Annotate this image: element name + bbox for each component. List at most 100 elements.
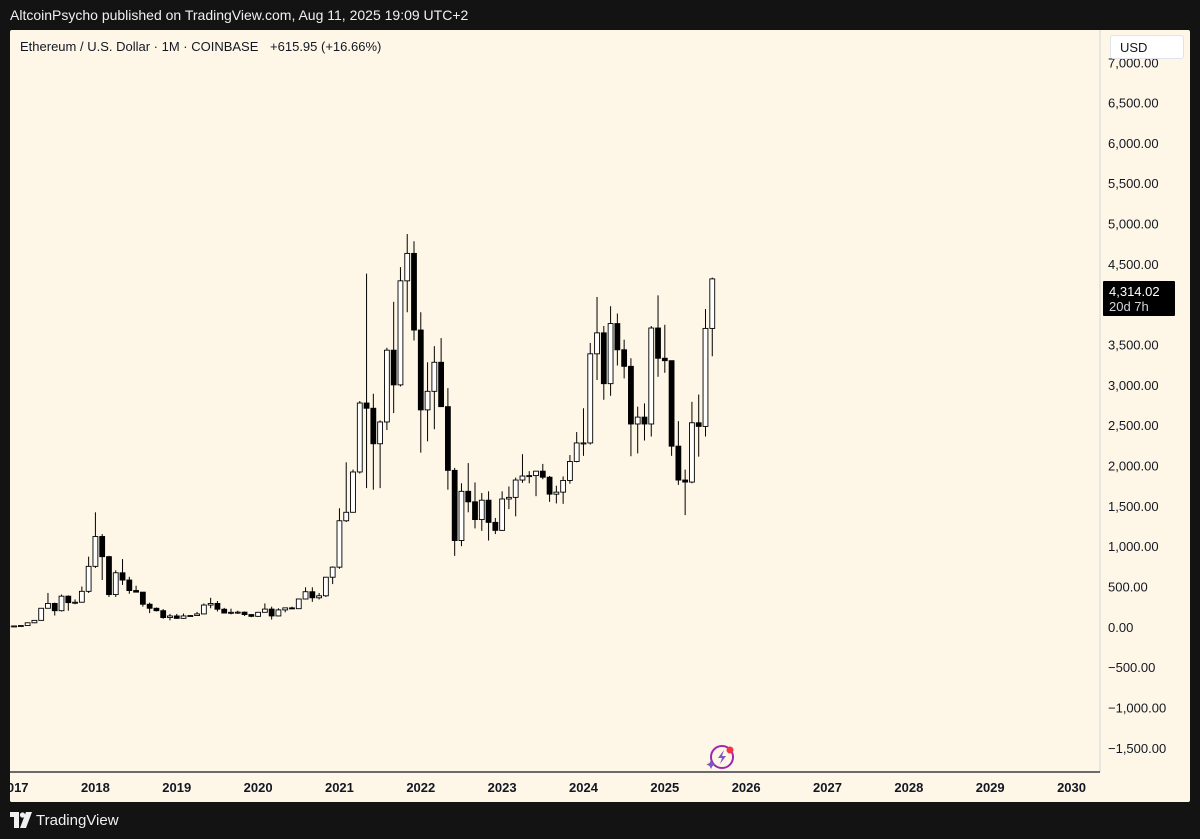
candle (58, 594, 65, 612)
time-axis: 2017 2018 2019 2020 2021 2022 2023 2024 2025 2026… (10, 780, 1086, 795)
candlestick-chart[interactable]: 7,000.00 6,500.00 6,000.00 5,500.00 5,000.00… (10, 30, 1190, 802)
candle-body (78, 590, 85, 603)
candle (600, 325, 607, 400)
candle-body (214, 602, 221, 610)
candle-body (139, 591, 146, 605)
price-axis-label: 2,000.00 (1108, 459, 1159, 474)
time-axis-label: 2024 (569, 780, 599, 795)
candle-body (404, 252, 411, 282)
candle-body (99, 536, 106, 558)
candle-body (397, 280, 404, 386)
candle-body (648, 327, 655, 425)
candle (567, 455, 573, 484)
candle (506, 486, 512, 510)
candle-body (607, 323, 614, 385)
candle-body (580, 442, 587, 445)
time-axis-label: 2021 (325, 780, 354, 795)
candle-body (465, 490, 472, 503)
candle (648, 325, 655, 437)
candle (126, 576, 133, 594)
candle-body (424, 390, 431, 411)
candle-body (641, 416, 648, 425)
candle-body (51, 602, 58, 612)
tradingview-logo-icon[interactable] (10, 812, 32, 828)
time-axis-label: 2026 (732, 780, 761, 795)
candle-body (126, 579, 133, 591)
candle (119, 559, 126, 585)
candle-body (282, 607, 289, 611)
candle-body (336, 520, 343, 568)
candle (614, 313, 621, 366)
candle (336, 508, 343, 569)
price-axis-label: 0.00 (1108, 620, 1133, 635)
candle (655, 295, 661, 377)
candle (92, 512, 99, 568)
candle (377, 420, 384, 489)
time-axis-label: 2023 (488, 780, 517, 795)
candle (424, 362, 431, 442)
tradingview-brand[interactable]: TradingView (36, 812, 119, 829)
candle-body (295, 598, 302, 610)
candle (417, 312, 424, 453)
candle-body (451, 469, 458, 541)
price-axis-label: 5,500.00 (1108, 176, 1159, 191)
candle-body (38, 607, 45, 621)
candle-body (682, 479, 689, 483)
candle (99, 534, 106, 581)
candle (560, 476, 567, 504)
candle-body (194, 613, 200, 616)
candle-body (65, 595, 72, 604)
candle-body (472, 501, 478, 521)
candle (594, 296, 600, 381)
candle-body (316, 595, 322, 599)
price-tag-box (1103, 281, 1175, 316)
candle-body (153, 607, 160, 612)
candle (133, 585, 139, 593)
candle-body (173, 615, 180, 619)
tradingview-ai-icon[interactable] (706, 745, 734, 769)
candle (628, 358, 634, 457)
price-axis: 7,000.00 6,500.00 6,000.00 5,500.00 5,000.00… (1108, 55, 1166, 756)
candle-body (458, 490, 465, 541)
candle-body (133, 590, 139, 593)
candle-body (668, 360, 675, 447)
price-tag-countdown: 20d 7h (1109, 299, 1149, 314)
candle (519, 454, 526, 483)
price-axis-label: 2,500.00 (1108, 418, 1159, 433)
candle (214, 601, 221, 612)
time-axis-background (10, 773, 1100, 802)
candle-body (377, 421, 384, 445)
price-tag: 4,314.02 20d 7h (1103, 281, 1175, 316)
currency-button[interactable]: USD (1110, 35, 1184, 59)
price-axis-label: −1,500.00 (1108, 741, 1166, 756)
candle-body (85, 565, 92, 592)
price-axis-label: 6,000.00 (1108, 136, 1159, 151)
candle (316, 592, 322, 600)
candle-body (526, 475, 533, 478)
candle-body (112, 572, 119, 596)
candle-body (655, 327, 661, 359)
candle-body (31, 619, 38, 624)
candle (702, 309, 709, 437)
candle-body (119, 572, 126, 581)
candle-body (492, 521, 499, 531)
candle (289, 606, 295, 610)
candle (207, 597, 214, 609)
candle-body (343, 511, 350, 522)
candle (261, 603, 268, 613)
footer: TradingView (0, 803, 1200, 839)
candle-body (539, 470, 546, 478)
candle-body (234, 611, 241, 614)
candle (51, 602, 58, 616)
candle (187, 615, 194, 617)
candle (492, 517, 499, 535)
candle (390, 301, 397, 414)
candle-body (45, 602, 51, 609)
candle (329, 566, 336, 585)
candle-body (356, 402, 363, 473)
candle-body (438, 361, 445, 408)
price-axis-label: 6,500.00 (1108, 96, 1159, 111)
time-axis-label: 2025 (650, 780, 679, 795)
chart-area[interactable]: 7,000.00 6,500.00 6,000.00 5,500.00 5,000.00… (10, 30, 1190, 802)
candle (526, 471, 533, 484)
